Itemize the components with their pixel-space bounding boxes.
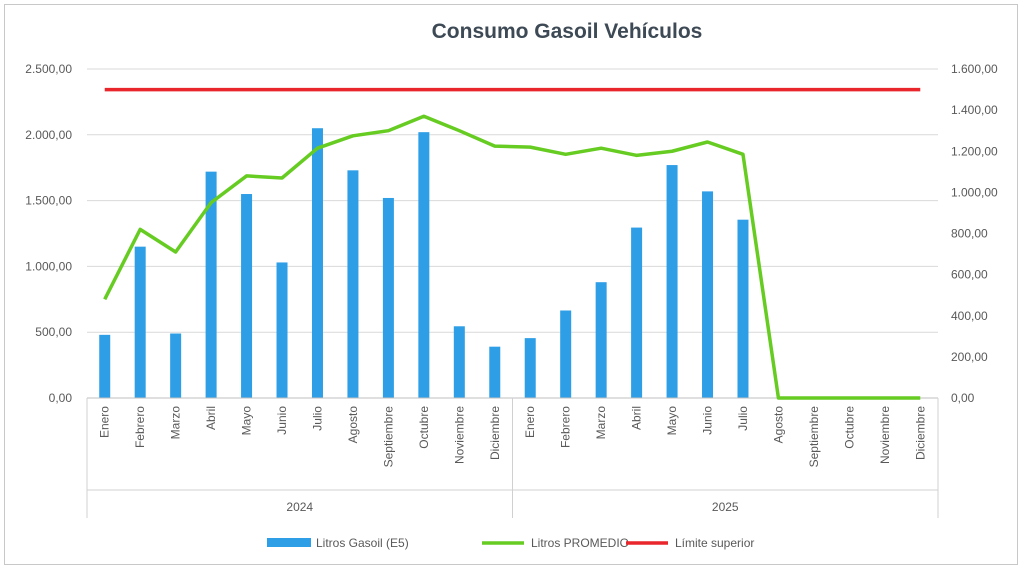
bar-litros-gasoil-e5- xyxy=(241,194,253,398)
bar-litros-gasoil-e5- xyxy=(631,227,643,398)
chart-title: Consumo Gasoil Vehículos xyxy=(432,20,703,43)
legend-label: Litros PROMEDIO xyxy=(531,536,629,550)
y-right-tick-label: 600,00 xyxy=(951,268,988,282)
chart-frame xyxy=(4,4,1018,565)
bar-litros-gasoil-e5- xyxy=(99,334,111,398)
legend-label: Litros Gasoil (E5) xyxy=(316,536,409,550)
bar-litros-gasoil-e5- xyxy=(418,132,430,398)
y-right-tick-label: 1.000,00 xyxy=(951,185,998,199)
bar-litros-gasoil-e5- xyxy=(702,191,714,398)
y-right-tick-label: 1.200,00 xyxy=(951,144,998,158)
x-tick-label: Abril xyxy=(204,406,218,430)
bar-litros-gasoil-e5- xyxy=(595,282,607,398)
bar-litros-gasoil-e5- xyxy=(737,219,749,398)
group-label: 2025 xyxy=(712,500,739,514)
bar-litros-gasoil-e5- xyxy=(170,333,182,398)
y-right-tick-label: 200,00 xyxy=(951,350,988,364)
y-right-tick-label: 0,00 xyxy=(951,391,975,405)
x-tick-label: Febrero xyxy=(559,406,573,448)
y-left-tick-label: 1.000,00 xyxy=(25,259,72,273)
x-tick-label: Mayo xyxy=(665,406,679,436)
y-left-tick-label: 0,00 xyxy=(49,391,73,405)
bar-litros-gasoil-e5- xyxy=(560,310,572,398)
legend-swatch xyxy=(267,538,311,547)
x-tick-label: Enero xyxy=(98,406,112,438)
x-tick-label: Noviembre xyxy=(878,406,892,464)
bar-litros-gasoil-e5- xyxy=(489,346,501,398)
bar-litros-gasoil-e5- xyxy=(382,197,394,398)
x-tick-label: Mayo xyxy=(240,406,254,436)
y-right-tick-label: 800,00 xyxy=(951,227,988,241)
y-right-tick-label: 1.400,00 xyxy=(951,103,998,117)
bar-litros-gasoil-e5- xyxy=(666,165,678,398)
x-tick-label: Octubre xyxy=(842,406,856,449)
x-tick-label: Junio xyxy=(701,406,715,435)
x-tick-label: Diciembre xyxy=(913,406,927,460)
bar-litros-gasoil-e5- xyxy=(276,262,288,398)
x-tick-label: Marzo xyxy=(169,406,183,440)
y-left-tick-label: 2.000,00 xyxy=(25,128,72,142)
x-tick-label: Noviembre xyxy=(452,406,466,464)
x-tick-label: Diciembre xyxy=(488,406,502,460)
group-label: 2024 xyxy=(286,500,313,514)
bar-litros-gasoil-e5- xyxy=(453,326,465,398)
x-tick-label: Septiembre xyxy=(807,406,821,468)
x-tick-label: Agosto xyxy=(771,406,785,444)
bar-litros-gasoil-e5- xyxy=(205,171,217,398)
y-right-tick-label: 1.600,00 xyxy=(951,62,998,76)
y-right-tick-label: 400,00 xyxy=(951,309,988,323)
x-tick-label: Septiembre xyxy=(381,406,395,468)
series-line-litros-promedio xyxy=(103,114,921,400)
x-tick-label: Junio xyxy=(275,406,289,435)
legend-label: Límite superior xyxy=(675,536,754,550)
bar-litros-gasoil-e5- xyxy=(134,246,146,398)
x-tick-label: Octubre xyxy=(417,406,431,449)
bar-litros-gasoil-e5- xyxy=(524,338,536,398)
y-left-tick-label: 2.500,00 xyxy=(25,62,72,76)
x-tick-label: Febrero xyxy=(133,406,147,448)
x-tick-label: Marzo xyxy=(594,406,608,440)
y-left-tick-label: 1.500,00 xyxy=(25,194,72,208)
bar-litros-gasoil-e5- xyxy=(347,170,359,398)
x-tick-label: Agosto xyxy=(346,406,360,444)
x-tick-label: Julio xyxy=(310,406,324,431)
bar-litros-gasoil-e5- xyxy=(311,128,323,398)
x-tick-label: Julio xyxy=(736,406,750,431)
y-left-tick-label: 500,00 xyxy=(35,325,72,339)
x-tick-label: Enero xyxy=(523,406,537,438)
x-tick-label: Abril xyxy=(630,406,644,430)
